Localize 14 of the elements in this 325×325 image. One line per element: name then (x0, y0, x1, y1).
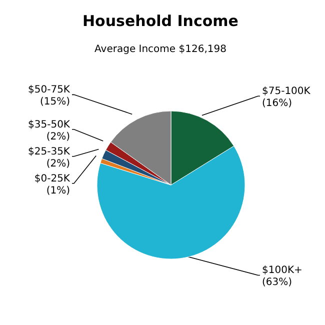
data-label: (2%) (46, 131, 70, 142)
data-label: (16%) (262, 98, 292, 110)
data-label: (1%) (46, 185, 70, 196)
slice-label: $75-100K (262, 86, 311, 98)
slice-label: $0-25K (34, 173, 70, 184)
slice-label: $35-50K (28, 119, 70, 130)
slice-label: $25-35K (28, 146, 70, 158)
data-label: (63%) (262, 277, 292, 288)
chart-subtitle: Average Income $126,198 (94, 44, 226, 55)
data-label: (2%) (46, 158, 70, 170)
chart-title: Household Income (82, 12, 238, 30)
slice-label: $50-75K (28, 84, 70, 96)
slice-label: $100K+ (262, 265, 302, 276)
data-label: (15%) (40, 96, 70, 108)
